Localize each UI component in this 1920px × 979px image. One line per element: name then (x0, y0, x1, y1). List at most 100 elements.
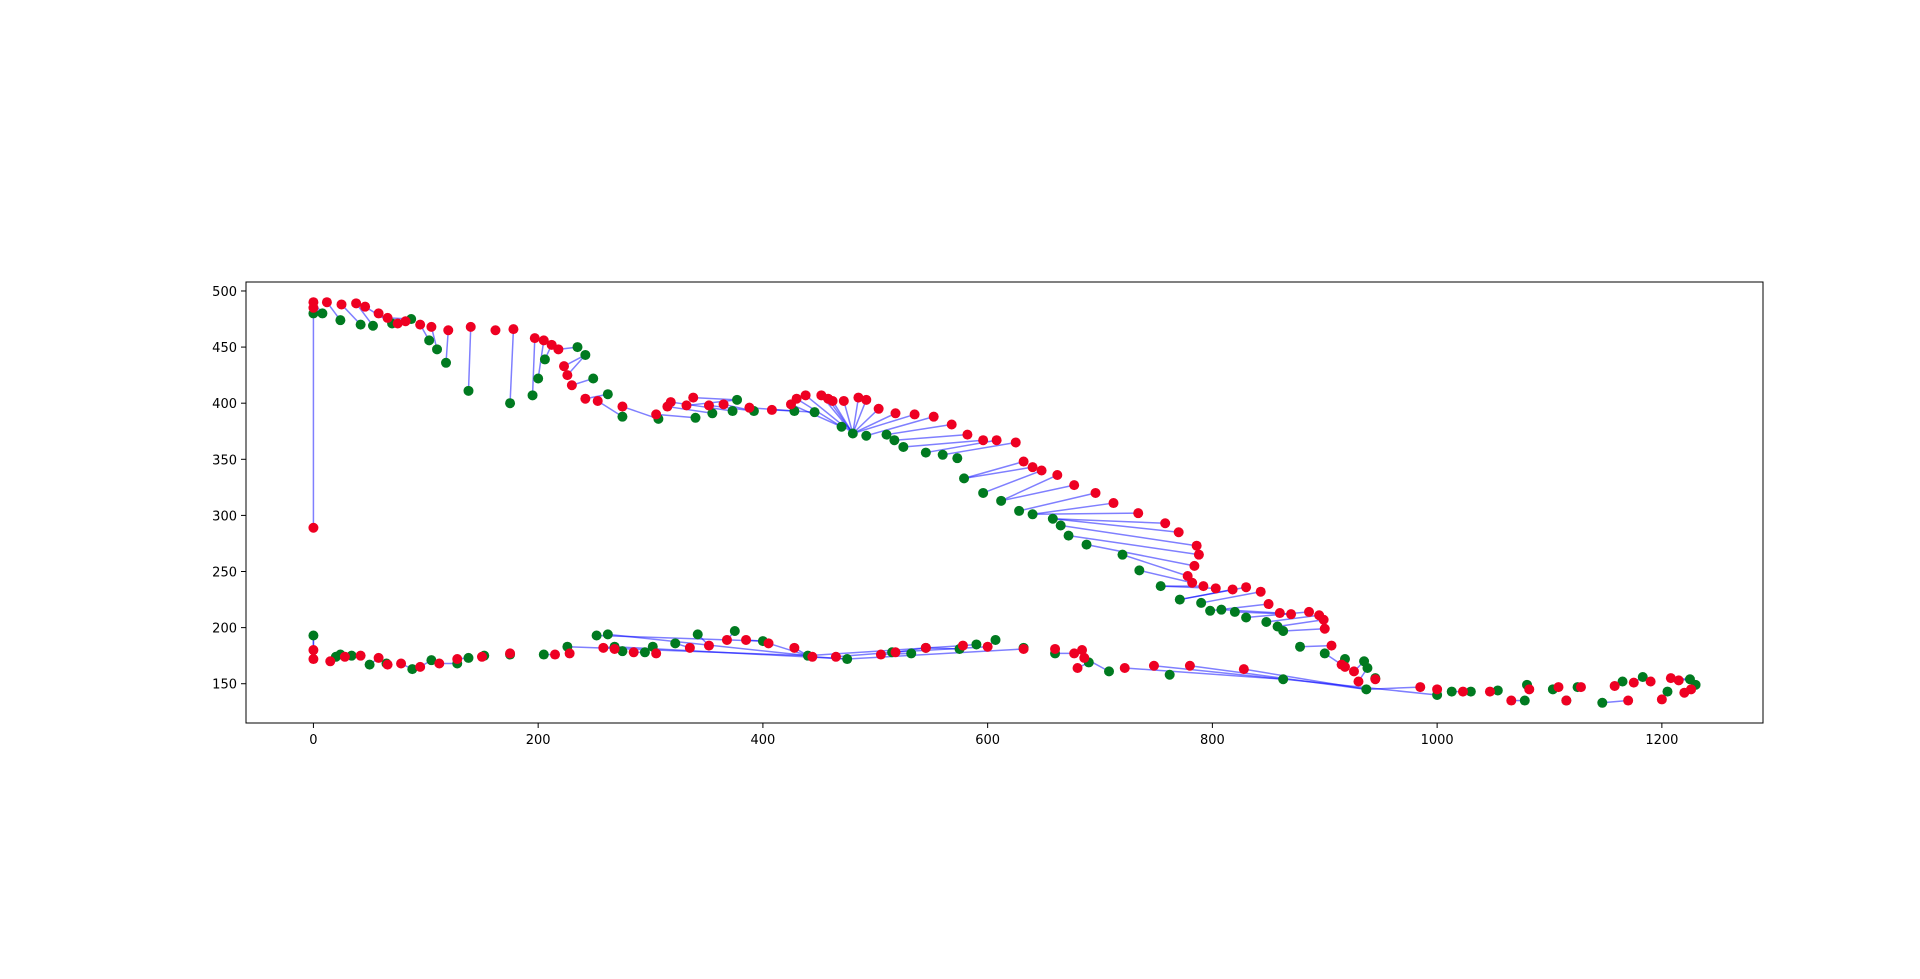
red-point (920, 642, 931, 653)
red-point (1077, 645, 1088, 656)
red-point (339, 651, 350, 662)
red-point (1189, 560, 1200, 571)
red-point (1628, 677, 1639, 688)
green-point (527, 390, 538, 401)
connection-line (1060, 524, 1197, 547)
red-point (360, 301, 371, 312)
x-tick-label: 600 (975, 733, 1000, 748)
y-axis: 150 200 250 300 350 400 450 500 (212, 285, 246, 693)
connection-line (670, 401, 733, 412)
red-point (392, 318, 403, 329)
red-point (1318, 614, 1329, 625)
red-point (1210, 583, 1221, 594)
red-point (1645, 676, 1656, 687)
green-point (1174, 594, 1185, 605)
red-point (382, 659, 393, 670)
red-point (580, 393, 591, 404)
red-point (452, 654, 463, 665)
red-point (718, 399, 729, 410)
green-point (707, 408, 718, 419)
connection-line (1052, 518, 1179, 533)
red-point (1133, 508, 1144, 519)
red-point (443, 325, 454, 336)
red-point (1036, 465, 1047, 476)
connection-line (1277, 619, 1324, 628)
red-point (1304, 606, 1315, 617)
red-point (476, 651, 487, 662)
red-point (1119, 663, 1130, 674)
red-point (553, 344, 564, 355)
red-point (665, 397, 676, 408)
green-point (617, 646, 628, 657)
connection-line (866, 415, 934, 437)
red-point (598, 642, 609, 653)
red-point (853, 392, 864, 403)
red-point (351, 298, 362, 309)
green-point (937, 449, 948, 460)
connection-line (768, 642, 809, 657)
green-point (441, 357, 452, 368)
green-point (1081, 539, 1092, 550)
red-point (1339, 661, 1350, 672)
red-point (766, 404, 777, 415)
y-tick-label: 400 (212, 397, 237, 412)
green-point (1261, 617, 1272, 628)
red-point (1524, 684, 1535, 695)
red-point (308, 522, 319, 533)
red-point (962, 429, 973, 440)
green-point (1216, 604, 1227, 615)
connection-line (1153, 665, 1438, 696)
red-point (628, 647, 639, 658)
red-point (928, 411, 939, 422)
plot-area-frame (245, 281, 1764, 724)
x-tick-label: 400 (750, 733, 775, 748)
y-tick-label: 150 (212, 678, 237, 693)
red-point (373, 308, 384, 319)
red-point (1052, 470, 1063, 481)
red-point (1238, 664, 1249, 675)
red-point (426, 321, 437, 332)
connection-line (886, 423, 952, 436)
green-point (1361, 684, 1372, 695)
red-point (1263, 599, 1274, 610)
y-tick-label: 300 (212, 509, 237, 524)
green-point (1617, 676, 1628, 687)
red-point (1370, 674, 1381, 685)
red-point (308, 297, 319, 308)
green-point (1465, 686, 1476, 697)
red-point (382, 312, 393, 323)
red-point (1353, 676, 1364, 687)
red-point (890, 408, 901, 419)
y-tick-label: 250 (212, 566, 237, 581)
red-point (861, 394, 872, 405)
red-point (1187, 577, 1198, 588)
y-tick-label: 350 (212, 453, 237, 468)
red-point (1191, 540, 1202, 551)
x-tick-label: 1200 (1645, 733, 1678, 748)
red-point (873, 403, 884, 414)
green-point (842, 654, 853, 665)
green-point (959, 473, 970, 484)
green-point (1196, 597, 1207, 608)
red-point (1018, 643, 1029, 654)
red-point (415, 661, 426, 672)
green-point (317, 308, 328, 319)
green-point (424, 335, 435, 346)
red-point (1255, 586, 1266, 597)
green-point (539, 354, 550, 365)
red-point (1623, 695, 1634, 706)
green-point (308, 630, 319, 641)
green-point (1063, 530, 1074, 541)
red-point (617, 401, 628, 412)
connection-line (1032, 502, 1114, 516)
red-point (651, 409, 662, 420)
connection-line (843, 400, 854, 434)
red-point (321, 297, 332, 308)
red-point (1072, 663, 1083, 674)
x-tick-label: 1000 (1421, 733, 1454, 748)
green-point (809, 407, 820, 418)
red-point (1319, 623, 1330, 634)
green-point (572, 342, 583, 353)
green-point (690, 412, 701, 423)
connection-line (852, 408, 880, 435)
